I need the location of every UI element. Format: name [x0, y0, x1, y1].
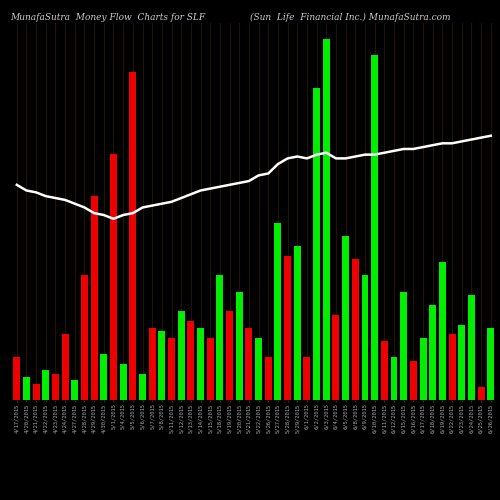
- Bar: [265, 358, 272, 400]
- Bar: [342, 236, 349, 400]
- Bar: [362, 276, 368, 400]
- Bar: [206, 338, 214, 400]
- Bar: [255, 338, 262, 400]
- Bar: [246, 328, 252, 400]
- Bar: [468, 295, 475, 400]
- Bar: [371, 56, 378, 400]
- Bar: [42, 370, 50, 400]
- Bar: [458, 324, 465, 400]
- Bar: [148, 328, 156, 400]
- Bar: [478, 387, 484, 400]
- Bar: [410, 360, 417, 400]
- Bar: [284, 256, 291, 400]
- Bar: [110, 154, 117, 400]
- Bar: [226, 312, 233, 400]
- Bar: [313, 88, 320, 400]
- Bar: [400, 292, 407, 400]
- Bar: [72, 380, 78, 400]
- Bar: [168, 338, 175, 400]
- Bar: [130, 72, 136, 400]
- Bar: [120, 364, 126, 400]
- Bar: [62, 334, 68, 400]
- Bar: [188, 321, 194, 400]
- Bar: [158, 331, 166, 400]
- Text: MunafaSutra  Money Flow  Charts for SLF: MunafaSutra Money Flow Charts for SLF: [10, 12, 205, 22]
- Bar: [420, 338, 426, 400]
- Bar: [439, 262, 446, 400]
- Bar: [352, 259, 359, 400]
- Bar: [304, 358, 310, 400]
- Bar: [274, 222, 281, 400]
- Bar: [90, 196, 98, 400]
- Bar: [23, 377, 30, 400]
- Bar: [139, 374, 146, 400]
- Bar: [100, 354, 107, 400]
- Bar: [390, 358, 398, 400]
- Bar: [323, 39, 330, 400]
- Bar: [32, 384, 40, 400]
- Bar: [178, 312, 184, 400]
- Bar: [381, 341, 388, 400]
- Bar: [197, 328, 204, 400]
- Bar: [216, 276, 224, 400]
- Bar: [294, 246, 301, 400]
- Text: (Sun  Life  Financial Inc.) MunafaSutra.com: (Sun Life Financial Inc.) MunafaSutra.co…: [250, 12, 450, 22]
- Bar: [332, 314, 340, 400]
- Bar: [448, 334, 456, 400]
- Bar: [14, 358, 20, 400]
- Bar: [81, 276, 88, 400]
- Bar: [429, 305, 436, 400]
- Bar: [236, 292, 242, 400]
- Bar: [52, 374, 59, 400]
- Bar: [487, 328, 494, 400]
